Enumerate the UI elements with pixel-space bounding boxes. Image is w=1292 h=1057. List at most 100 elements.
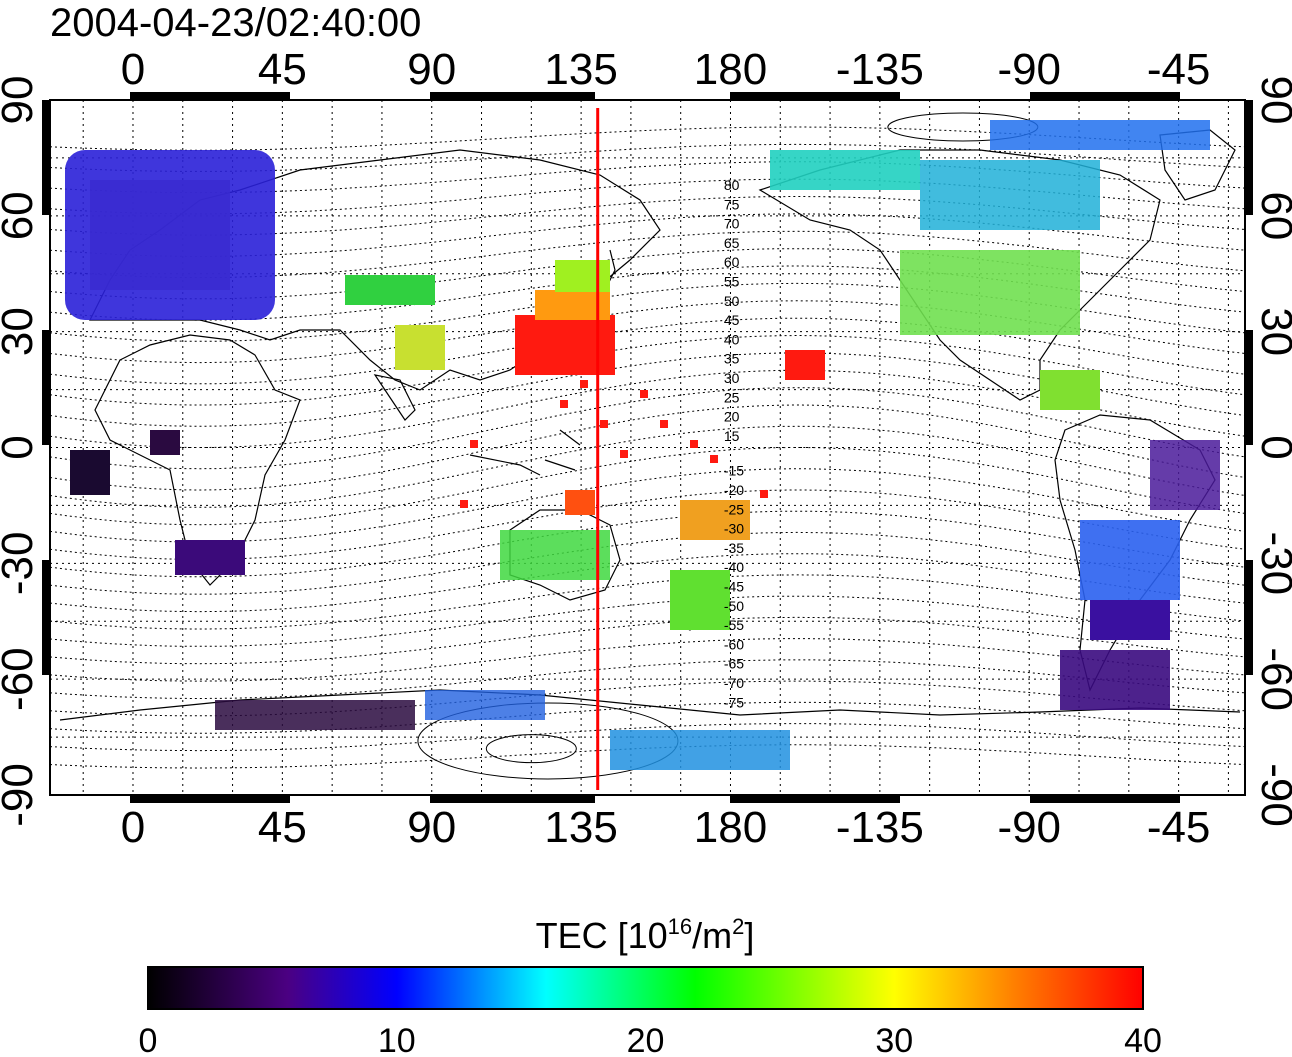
lon-tick-label: -135 <box>836 45 924 94</box>
lon-tick-label: 45 <box>258 803 307 852</box>
tec-patch-south-africa <box>175 540 245 575</box>
lon-tick-label: -45 <box>1147 45 1211 94</box>
colorbar-gradient <box>147 966 1144 1010</box>
lat-tick-label: 30 <box>1252 307 1292 356</box>
lat-tick-label: -60 <box>1252 647 1292 711</box>
lon-tick-label: 135 <box>544 803 617 852</box>
colorbar-tick-label: 40 <box>1124 1022 1162 1057</box>
magnetic-latitude-contours <box>50 112 1245 780</box>
mlat-label: 80 <box>724 177 740 193</box>
mlat-label: -35 <box>724 540 744 556</box>
mlat-label: -60 <box>724 636 744 652</box>
colorbar-ticks: 0 10 20 30 40 <box>139 1022 1162 1057</box>
colorbar-tick-label: 20 <box>627 1022 665 1057</box>
mlat-label: 30 <box>724 370 740 386</box>
lon-tick-label: 45 <box>258 45 307 94</box>
lat-tick-label: -60 <box>0 647 42 711</box>
colorbar-tick-label: 0 <box>139 1022 158 1057</box>
lon-tick-label: 180 <box>694 803 767 852</box>
mlat-label: 75 <box>724 196 740 212</box>
mlat-label: -65 <box>724 656 744 672</box>
colorbar-tick-label: 30 <box>875 1022 913 1057</box>
lat-tick-label: -30 <box>0 532 42 596</box>
tec-patch-patagonia <box>1060 650 1170 710</box>
lat-tick-label: -90 <box>0 763 42 827</box>
lon-tick-label: -90 <box>997 45 1061 94</box>
tec-patch-south-america-purple <box>1090 600 1170 640</box>
longitude-ticks-top: 0 45 90 135 180 -135 -90 -45 <box>121 45 1211 94</box>
map-title: 2004-04-23/02:40:00 <box>50 1 421 45</box>
lon-tick-label: -45 <box>1147 803 1211 852</box>
tec-observations <box>65 120 1220 770</box>
tec-patch-europe-core <box>90 180 230 290</box>
lon-tick-label: 90 <box>407 45 456 94</box>
mlat-label: -40 <box>724 559 744 575</box>
tec-patch-canada <box>920 160 1100 230</box>
tec-patch-australia <box>500 530 610 580</box>
lon-tick-label: 180 <box>694 45 767 94</box>
tec-patch-west-africa <box>70 450 110 495</box>
mlat-label: 60 <box>724 254 740 270</box>
mlat-label: 70 <box>724 216 740 232</box>
tec-patch-central-america <box>1040 370 1100 410</box>
mlat-label: -75 <box>724 694 744 710</box>
mlat-label: 35 <box>724 351 740 367</box>
mlat-label: -45 <box>724 579 744 595</box>
mlat-label: -20 <box>724 482 744 498</box>
mlat-label: -70 <box>724 675 744 691</box>
mlat-label: -55 <box>724 617 744 633</box>
mlat-labels-south: -15 -20 -25 -30 -35 -40 -45 -50 -55 -60 -65 -70 -75 <box>724 463 744 711</box>
mlat-label: 65 <box>724 235 740 251</box>
mlat-label: 55 <box>724 273 740 289</box>
mlat-label: 40 <box>724 331 740 347</box>
latitude-ticks-left: 90 60 30 0 -30 -60 -90 <box>0 76 42 827</box>
lat-tick-label: -90 <box>1252 763 1292 827</box>
tec-patch-central-asia <box>345 275 435 305</box>
lat-tick-label: -30 <box>1252 532 1292 596</box>
mlat-label: 25 <box>724 389 740 405</box>
tec-patch-south-pacific <box>680 500 750 540</box>
lon-tick-label: -90 <box>997 803 1061 852</box>
lat-tick-label: 0 <box>0 435 42 459</box>
mlat-label: 20 <box>724 409 740 425</box>
mlat-label: -15 <box>724 463 744 479</box>
tec-patch-east-asia-green <box>555 260 610 292</box>
colorbar-tick-label: 10 <box>378 1022 416 1057</box>
lat-tick-label: 60 <box>0 191 42 240</box>
tec-patch-antarctica-east <box>610 730 790 770</box>
axis-bars <box>42 92 1253 803</box>
tec-patch-arctic <box>990 120 1210 150</box>
colorbar-label: TEC [1016/m2] <box>536 914 755 956</box>
tec-patch-antarctica-west <box>215 700 415 730</box>
latitude-ticks-right: 90 60 30 0 -30 -60 -90 <box>1252 76 1292 827</box>
tec-patch-north-america <box>900 250 1080 335</box>
map-panel: 80 75 70 65 60 55 50 45 40 35 30 25 20 15 -15 -20 -25 -3… <box>42 92 1253 803</box>
lon-tick-label: 90 <box>407 803 456 852</box>
lon-tick-label: -135 <box>836 803 924 852</box>
tec-patch-new-zealand <box>670 570 730 630</box>
tec-patch-central-africa <box>150 430 180 455</box>
lon-tick-label: 0 <box>121 45 145 94</box>
mlat-label: -50 <box>724 598 744 614</box>
tec-patch-india <box>395 325 445 370</box>
lat-tick-label: 30 <box>0 307 42 356</box>
tec-patch-hawaii <box>785 350 825 380</box>
longitude-ticks-bottom: 0 45 90 135 180 -135 -90 -45 <box>121 803 1211 852</box>
tec-patch-brazil <box>1150 440 1220 510</box>
mlat-label: -25 <box>724 501 744 517</box>
lat-tick-label: 90 <box>1252 76 1292 125</box>
mlat-label: 15 <box>724 428 740 444</box>
mlat-label: -30 <box>724 521 744 537</box>
lat-tick-label: 60 <box>1252 191 1292 240</box>
tec-patch-east-asia-red <box>515 315 615 375</box>
lat-tick-label: 0 <box>1252 435 1292 459</box>
tec-patch-alaska <box>770 150 920 190</box>
lon-tick-label: 135 <box>544 45 617 94</box>
tec-patch-south-america-blue <box>1080 520 1180 600</box>
mlat-labels-north: 80 75 70 65 60 55 50 45 40 35 30 25 20 15 <box>724 177 740 444</box>
mlat-label: 45 <box>724 312 740 328</box>
mlat-label: 50 <box>724 293 740 309</box>
lat-tick-label: 90 <box>0 76 42 125</box>
colorbar: TEC [1016/m2] 0 10 20 30 40 <box>139 914 1162 1057</box>
